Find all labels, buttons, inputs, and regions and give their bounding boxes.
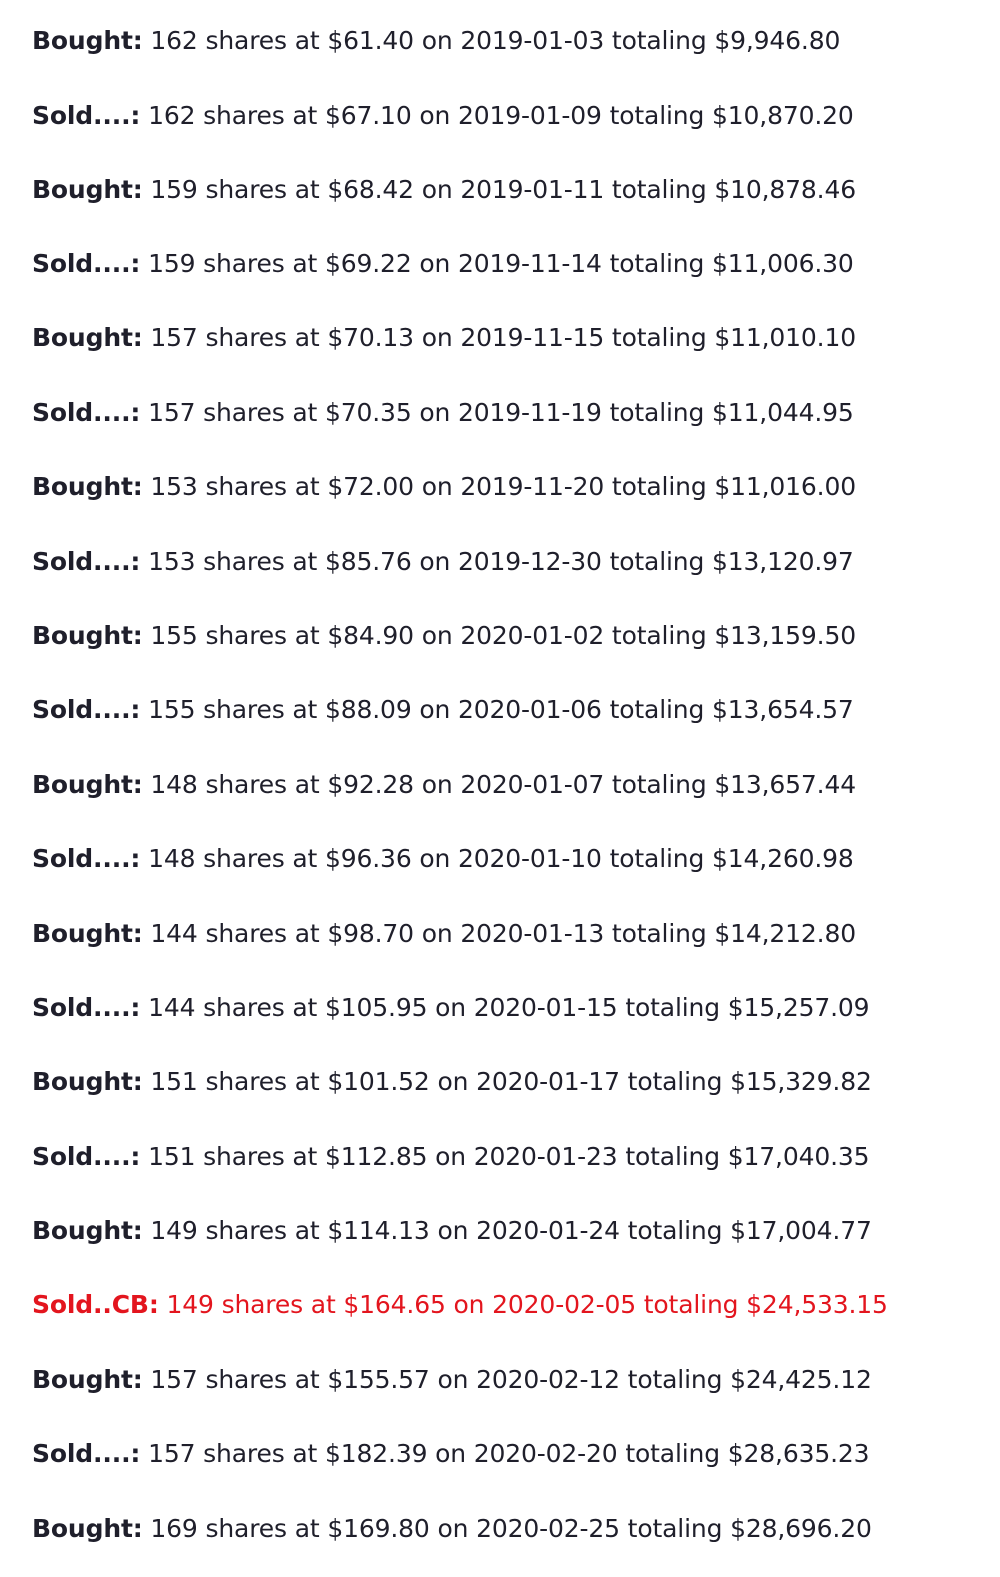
- trade-details: 157 shares at $155.57 on 2020-02-12 tota…: [150, 1365, 871, 1394]
- trade-details: 157 shares at $70.13 on 2019-11-15 total…: [150, 323, 856, 352]
- trade-label: Sold....:: [32, 101, 140, 130]
- trade-details: 144 shares at $105.95 on 2020-01-15 tota…: [148, 993, 869, 1022]
- trade-details: 148 shares at $92.28 on 2020-01-07 total…: [150, 770, 856, 799]
- trade-label: Bought:: [32, 472, 143, 501]
- trade-details: 153 shares at $85.76 on 2019-12-30 total…: [148, 547, 854, 576]
- trade-line: Sold....: 159 shares at $69.22 on 2019-1…: [32, 244, 960, 284]
- trade-line-highlighted: Sold..CB: 149 shares at $164.65 on 2020-…: [32, 1285, 960, 1325]
- trade-label: Sold....:: [32, 844, 140, 873]
- trade-label: Bought:: [32, 1067, 143, 1096]
- trade-details: 151 shares at $101.52 on 2020-01-17 tota…: [150, 1067, 871, 1096]
- trade-details: 149 shares at $114.13 on 2020-01-24 tota…: [150, 1216, 871, 1245]
- trade-label: Bought:: [32, 919, 143, 948]
- trade-label: Sold....:: [32, 695, 140, 724]
- trade-line: Bought: 157 shares at $70.13 on 2019-11-…: [32, 318, 960, 358]
- trade-line: Bought: 148 shares at $92.28 on 2020-01-…: [32, 765, 960, 805]
- trade-line: Sold....: 155 shares at $88.09 on 2020-0…: [32, 690, 960, 730]
- trade-details: 159 shares at $68.42 on 2019-01-11 total…: [150, 175, 856, 204]
- trade-label: Bought:: [32, 175, 143, 204]
- trade-details: 159 shares at $69.22 on 2019-11-14 total…: [148, 249, 854, 278]
- trade-details: 144 shares at $98.70 on 2020-01-13 total…: [150, 919, 856, 948]
- trade-label: Sold....:: [32, 993, 140, 1022]
- trade-line: Sold....: 153 shares at $85.76 on 2019-1…: [32, 542, 960, 582]
- trade-line: Bought: 169 shares at $169.80 on 2020-02…: [32, 1509, 960, 1549]
- trade-line: Sold....: 157 shares at $70.35 on 2019-1…: [32, 393, 960, 433]
- trade-details: 157 shares at $182.39 on 2020-02-20 tota…: [148, 1439, 869, 1468]
- trade-label: Sold..CB:: [32, 1290, 159, 1319]
- trade-details: 149 shares at $164.65 on 2020-02-05 tota…: [167, 1290, 888, 1319]
- trade-details: 153 shares at $72.00 on 2019-11-20 total…: [150, 472, 856, 501]
- trade-line: Sold....: 157 shares at $182.39 on 2020-…: [32, 1434, 960, 1474]
- trade-label: Sold....:: [32, 1142, 140, 1171]
- trade-line: Sold....: 162 shares at $67.10 on 2019-0…: [32, 96, 960, 136]
- trade-details: 148 shares at $96.36 on 2020-01-10 total…: [148, 844, 854, 873]
- trade-line: Bought: 149 shares at $114.13 on 2020-01…: [32, 1211, 960, 1251]
- trade-label: Bought:: [32, 1216, 143, 1245]
- trade-details: 151 shares at $112.85 on 2020-01-23 tota…: [148, 1142, 869, 1171]
- trade-line: Sold....: 148 shares at $96.36 on 2020-0…: [32, 839, 960, 879]
- trade-label: Sold....:: [32, 1439, 140, 1468]
- trade-details: 155 shares at $88.09 on 2020-01-06 total…: [148, 695, 854, 724]
- trade-label: Bought:: [32, 621, 143, 650]
- trade-label: Bought:: [32, 1365, 143, 1394]
- trade-label: Bought:: [32, 1514, 143, 1543]
- trade-details: 162 shares at $61.40 on 2019-01-03 total…: [150, 26, 840, 55]
- trade-details: 162 shares at $67.10 on 2019-01-09 total…: [148, 101, 854, 130]
- trade-line: Sold....: 144 shares at $105.95 on 2020-…: [32, 988, 960, 1028]
- trade-label: Bought:: [32, 770, 143, 799]
- trade-details: 157 shares at $70.35 on 2019-11-19 total…: [148, 398, 854, 427]
- trade-label: Sold....:: [32, 249, 140, 278]
- trade-label: Bought:: [32, 323, 143, 352]
- trade-label: Sold....:: [32, 398, 140, 427]
- trade-line: Bought: 144 shares at $98.70 on 2020-01-…: [32, 914, 960, 954]
- trade-details: 155 shares at $84.90 on 2020-01-02 total…: [150, 621, 856, 650]
- trade-line: Bought: 155 shares at $84.90 on 2020-01-…: [32, 616, 960, 656]
- trade-details: 169 shares at $169.80 on 2020-02-25 tota…: [150, 1514, 871, 1543]
- trade-line: Sold....: 151 shares at $112.85 on 2020-…: [32, 1137, 960, 1177]
- trade-line: Bought: 162 shares at $61.40 on 2019-01-…: [32, 21, 960, 61]
- trade-label: Bought:: [32, 26, 143, 55]
- trade-line: Bought: 157 shares at $155.57 on 2020-02…: [32, 1360, 960, 1400]
- trade-line: Bought: 153 shares at $72.00 on 2019-11-…: [32, 467, 960, 507]
- trade-line: Bought: 151 shares at $101.52 on 2020-01…: [32, 1062, 960, 1102]
- trade-line: Bought: 159 shares at $68.42 on 2019-01-…: [32, 170, 960, 210]
- trade-label: Sold....:: [32, 547, 140, 576]
